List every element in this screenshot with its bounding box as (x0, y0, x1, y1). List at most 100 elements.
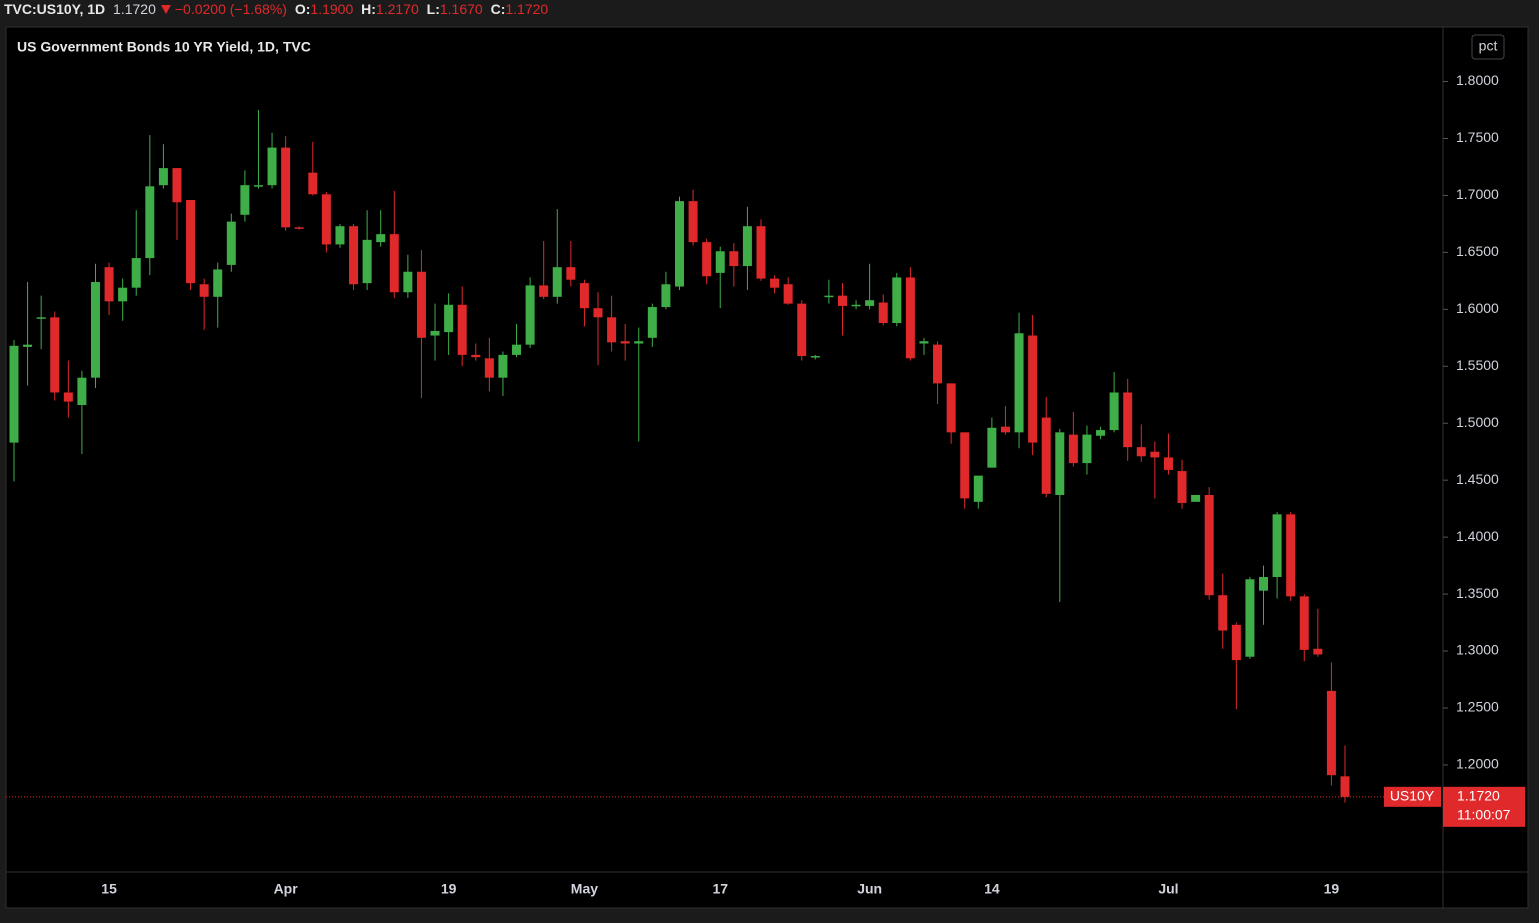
candle-body (742, 226, 752, 267)
candle-body (661, 284, 671, 308)
y-tick-label: 1.7500 (1456, 129, 1499, 145)
candle-body (579, 283, 589, 309)
candle-body (1177, 471, 1187, 503)
x-tick-label: 19 (441, 881, 457, 897)
candle-body (471, 354, 481, 358)
candle-body (23, 344, 33, 347)
candle-body (349, 226, 359, 285)
candle-body (335, 226, 345, 245)
l-label: L: (426, 1, 440, 17)
candle-body (770, 278, 780, 288)
candle-body (566, 267, 576, 280)
candle-body (851, 304, 861, 307)
x-tick-label: Apr (274, 881, 299, 897)
candle-body (946, 383, 956, 433)
candle-body (647, 307, 657, 338)
candle-body (1299, 596, 1309, 650)
candle-body (281, 147, 291, 228)
candle-body (1096, 430, 1106, 436)
candle-body (688, 201, 698, 243)
candle-body (226, 221, 236, 265)
x-tick-label: Jul (1158, 881, 1178, 897)
l-value: 1.1670 (439, 1, 483, 17)
candle-body (1014, 333, 1024, 433)
candle-body (933, 344, 943, 384)
o-label: O: (294, 1, 311, 17)
candle-body (253, 185, 263, 187)
x-tick-label: 19 (1324, 881, 1340, 897)
candle-body (1231, 624, 1241, 661)
candle-body (145, 186, 155, 259)
c-label: C: (490, 1, 506, 17)
candle-body (702, 242, 712, 277)
candle-body (1272, 514, 1282, 577)
candle-body (1326, 690, 1336, 776)
candle-body (1041, 417, 1051, 494)
candle-body (294, 227, 304, 229)
candle-body (172, 168, 182, 203)
candle-body (90, 281, 100, 378)
candle-body (240, 185, 250, 215)
candle-body (430, 330, 440, 336)
candle-body (1191, 494, 1201, 502)
candle-body (512, 344, 522, 355)
candle-body (675, 201, 684, 287)
x-tick-label: 15 (101, 881, 117, 897)
symbol-tag-label: US10Y (1390, 788, 1435, 804)
candle-body (9, 345, 19, 443)
x-tick-label: 17 (712, 881, 728, 897)
symbol-tag (1384, 786, 1441, 807)
pct-button-label[interactable]: pct (1479, 38, 1498, 54)
chart-title: US Government Bonds 10 YR Yield, 1D, TVC (17, 39, 311, 55)
candle-body (186, 199, 196, 284)
candle-body (77, 377, 87, 406)
candle-body (1000, 426, 1010, 433)
candle-body (837, 295, 847, 306)
header: TVC:US10Y, 1D 1.1720 −0.0200 (−1.68%) O:1… (4, 0, 552, 20)
candle-body (783, 284, 793, 304)
candle-body (416, 271, 426, 338)
candle-body (403, 271, 413, 293)
pct-button[interactable] (1471, 34, 1505, 60)
price-tag-countdown: 11:00:07 (1457, 807, 1511, 823)
candle-body (1136, 447, 1146, 457)
candle-body (715, 251, 725, 273)
candle-body (1163, 457, 1173, 470)
candle-body (865, 300, 875, 306)
candle-body (376, 234, 386, 243)
candle-body (525, 285, 535, 345)
candle-body (960, 432, 970, 499)
candle-body (1082, 434, 1092, 464)
candle-body (634, 341, 644, 344)
candle-body (620, 341, 630, 344)
y-tick-label: 1.6000 (1456, 300, 1499, 316)
candle-body (797, 303, 807, 357)
candle-body (213, 269, 223, 297)
h-label: H: (361, 1, 376, 17)
candle-body (131, 258, 141, 288)
candle-body (267, 147, 277, 186)
candle-body (484, 358, 494, 378)
candle-body (1245, 579, 1255, 657)
candle-body (1055, 432, 1065, 495)
candle-body (892, 277, 902, 324)
candle-body (1259, 576, 1269, 591)
y-tick-label: 1.7000 (1456, 186, 1499, 202)
candle-body (1150, 451, 1160, 458)
candle-body (1068, 434, 1078, 464)
y-tick-label: 1.6500 (1456, 243, 1499, 259)
price-tag (1443, 786, 1525, 827)
candle-body (1028, 335, 1038, 443)
candle-body (50, 317, 60, 393)
y-tick-label: 1.4500 (1456, 471, 1499, 487)
candle-body (321, 194, 331, 245)
c-value: 1.1720 (505, 1, 549, 17)
candle-body (1286, 514, 1296, 597)
candle-body (36, 317, 46, 319)
y-tick-label: 1.5500 (1456, 357, 1499, 373)
chart-frame (5, 26, 1529, 909)
h-value: 1.2170 (375, 1, 419, 17)
candle-body (756, 226, 766, 279)
